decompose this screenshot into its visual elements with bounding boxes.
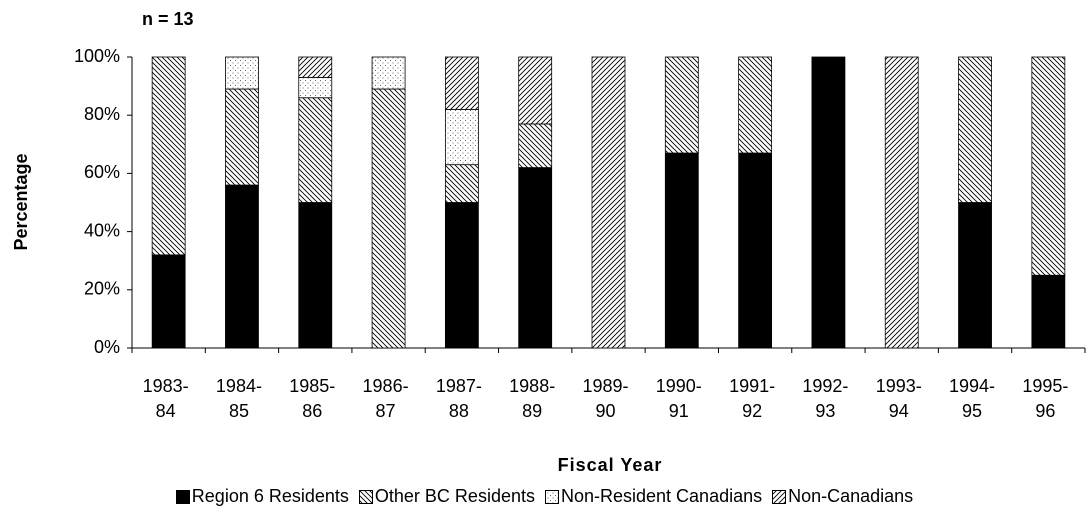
bar-segment xyxy=(298,97,333,203)
legend: Region 6 Residents Other BC Residents Non-… xyxy=(0,486,1089,507)
x-tick-label: 1995-96 xyxy=(1022,376,1069,421)
bar-segment xyxy=(518,123,553,168)
bar-segment xyxy=(444,108,479,166)
y-tick-label: 100% xyxy=(74,46,120,66)
bar-segment xyxy=(298,202,333,349)
legend-swatch xyxy=(544,489,559,504)
bar-segment xyxy=(444,56,479,110)
bar-segment xyxy=(298,56,333,78)
x-tick-label: 1990-91 xyxy=(655,376,702,421)
legend-label: Other BC Residents xyxy=(374,486,535,506)
legend-entry: Non-Resident Canadians xyxy=(544,486,763,507)
x-tick-label: 1984-85 xyxy=(215,376,262,421)
x-tick-label: 1986-87 xyxy=(362,376,409,421)
x-tick-label: 1992-93 xyxy=(802,376,849,421)
bar-segment xyxy=(298,76,333,99)
bar-segment xyxy=(225,184,259,349)
bar-segment xyxy=(151,254,186,349)
legend-entry: Region 6 Residents xyxy=(175,486,349,507)
x-axis-title: Fiscal Year xyxy=(558,455,663,475)
bar-segment xyxy=(591,56,626,349)
bar-segment xyxy=(664,152,699,349)
legend-label: Non-Resident Canadians xyxy=(560,486,763,506)
bar-segment xyxy=(444,164,479,203)
bar-segment xyxy=(1031,56,1066,276)
bar-segment xyxy=(371,88,406,349)
bar-segment xyxy=(518,56,553,125)
x-tick-label: 1989-90 xyxy=(582,376,629,421)
legend-swatch xyxy=(358,489,373,504)
annotation: n = 13 xyxy=(142,9,194,29)
bar-segment xyxy=(738,56,773,154)
x-tick-label: 1987-88 xyxy=(435,376,482,421)
x-tick-label: 1994-95 xyxy=(949,376,996,421)
bar-segment xyxy=(811,56,846,349)
legend-label: Region 6 Residents xyxy=(191,486,349,506)
x-tick-label: 1988-89 xyxy=(509,376,556,421)
bar-segment xyxy=(884,56,919,349)
x-tick-label: 1985-86 xyxy=(289,376,336,421)
bar-segment xyxy=(371,56,406,90)
legend-entry: Non-Canadians xyxy=(772,486,913,507)
x-tick-label: 1993-94 xyxy=(875,376,922,421)
bar-segment xyxy=(738,152,773,349)
x-tick-label: 1983-84 xyxy=(142,376,189,421)
legend-entry: Other BC Residents xyxy=(358,486,535,507)
bar-segment xyxy=(958,202,992,349)
bar-segment xyxy=(225,56,259,90)
y-tick-label: 40% xyxy=(84,220,120,240)
y-tick-label: 60% xyxy=(84,162,120,182)
y-tick-label: 80% xyxy=(84,104,120,124)
bar-segment xyxy=(444,202,479,349)
bar-segment xyxy=(151,56,186,256)
legend-label: Non-Canadians xyxy=(788,486,914,506)
bar-segment xyxy=(1031,274,1066,349)
y-tick-label: 0% xyxy=(94,337,120,357)
legend-swatch xyxy=(175,489,190,504)
bar-segment xyxy=(225,88,259,186)
legend-swatch xyxy=(772,489,787,504)
y-axis-title: Percentage xyxy=(11,153,31,250)
bar-segment xyxy=(518,167,553,349)
bar-segment xyxy=(958,56,992,203)
x-tick-label: 1991-92 xyxy=(729,376,776,421)
bar-segment xyxy=(664,56,699,154)
y-tick-label: 20% xyxy=(84,279,120,299)
